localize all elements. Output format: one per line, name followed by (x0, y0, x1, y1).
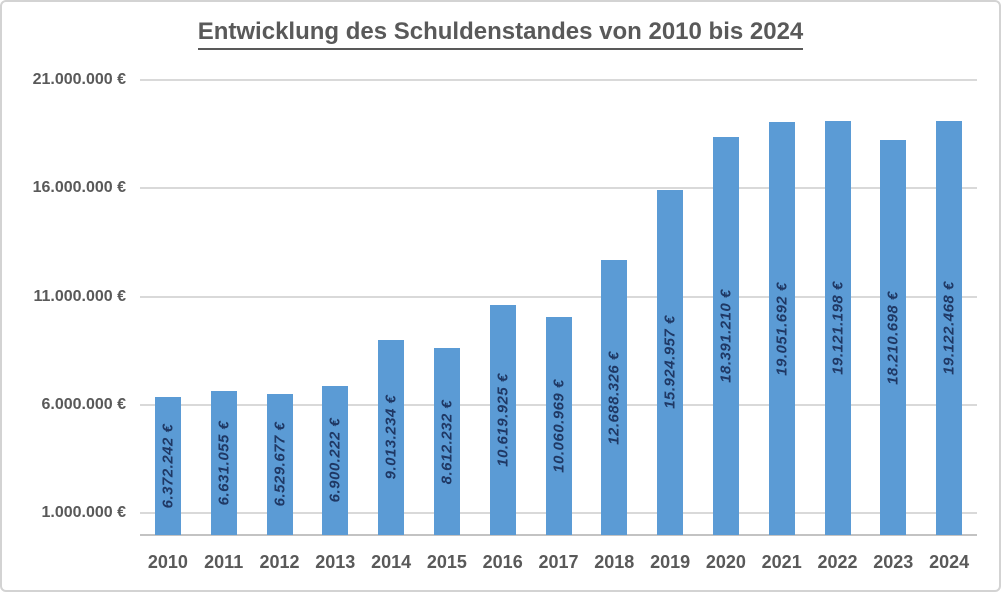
gridline (140, 79, 977, 81)
bar-value-label-2016: 10.619.925 € (494, 373, 512, 467)
bar-2014: 9.013.234 € (378, 339, 405, 535)
bar-value-label-2022: 19.121.198 € (829, 281, 846, 375)
bar-value-label-2011: 6.631.055 € (215, 420, 233, 506)
x-axis-label-2020: 2020 (705, 552, 746, 572)
x-axis-label-2016: 2016 (482, 552, 523, 572)
bar-2012: 6.529.677 € (266, 393, 293, 535)
bar-value-label-2024: 19.122.468 € (940, 281, 958, 375)
x-axis-label-2017: 2017 (538, 552, 579, 572)
x-axis-label-2024: 2024 (929, 552, 970, 572)
bar-2020: 18.391.210 € (712, 136, 739, 535)
chart-title: Entwicklung des Schuldenstandes von 2010… (2, 18, 999, 50)
x-axis-label-2012: 2012 (259, 552, 300, 572)
bar-2016: 10.619.925 € (489, 304, 516, 535)
bar-2010: 6.372.242 € (154, 396, 181, 535)
x-axis-label-2015: 2015 (426, 552, 467, 572)
bar-value-label-2017: 10.060.969 € (550, 379, 567, 473)
bar-value-label-2021: 19.051.692 € (773, 281, 791, 376)
bar-2023: 18.210.698 € (880, 140, 907, 535)
bar-2011: 6.631.055 € (210, 391, 237, 535)
x-axis-label-2011: 2011 (204, 552, 244, 572)
gridline (140, 295, 977, 298)
bar-2018: 12.688.326 € (601, 260, 628, 535)
bar-value-label-2012: 6.529.677 € (271, 421, 288, 507)
bar-value-label-2014: 9.013.234 € (382, 394, 400, 480)
y-axis-tick-label: 21.000.000 € (32, 71, 126, 88)
bar-2019: 15.924.957 € (657, 189, 684, 535)
plot-area: 6.372.242 € 6.631.055 € 6.529.677 € 6.900.2… (140, 79, 977, 536)
bar-2017: 10.060.969 € (545, 317, 572, 535)
gridline (140, 187, 977, 190)
x-axis-label-2013: 2013 (315, 552, 356, 572)
bar-2015: 8.612.232 € (433, 348, 460, 535)
x-axis-line (140, 534, 977, 536)
bar-value-label-2013: 6.900.222 € (326, 417, 344, 503)
x-axis-label-2014: 2014 (371, 552, 412, 572)
y-axis-tick-label: 1.000.000 € (41, 504, 126, 522)
x-axis-label-2018: 2018 (594, 552, 635, 572)
y-axis-tick-label: 16.000.000 € (32, 179, 126, 197)
y-axis-tick-label: 11.000.000 € (33, 287, 126, 305)
bar-value-label-2015: 8.612.232 € (438, 399, 456, 485)
bar-value-label-2019: 15.924.957 € (661, 315, 679, 410)
x-axis-label-2021: 2021 (761, 552, 802, 572)
bar-2021: 19.051.692 € (768, 122, 795, 535)
bar-value-label-2023: 18.210.698 € (884, 290, 902, 385)
bar-value-label-2018: 12.688.326 € (605, 350, 623, 445)
y-axis-tick-label: 6.000.000 € (41, 396, 126, 413)
bar-2024: 19.122.468 € (936, 120, 963, 535)
x-axis-label-2022: 2022 (817, 552, 858, 572)
chart-title-text: Entwicklung des Schuldenstandes von 2010… (197, 18, 804, 50)
x-axis-label-2023: 2023 (873, 552, 914, 572)
bar-2022: 19.121.198 € (824, 120, 851, 535)
bar-value-label-2010: 6.372.242 € (159, 423, 177, 509)
x-axis-label-2019: 2019 (650, 552, 691, 572)
bar-2013: 6.900.222 € (322, 385, 349, 535)
bar-value-label-2020: 18.391.210 € (717, 288, 735, 383)
x-axis-label-2010: 2010 (147, 552, 188, 572)
